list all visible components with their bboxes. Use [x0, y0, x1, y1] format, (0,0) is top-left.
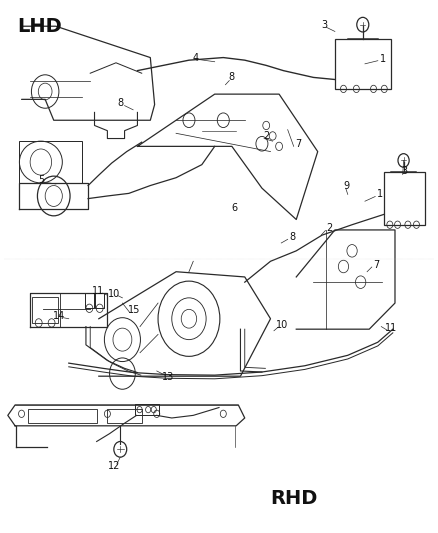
Text: 1: 1	[377, 189, 383, 199]
Text: 3: 3	[401, 166, 407, 176]
Text: 6: 6	[231, 203, 237, 213]
Text: 8: 8	[290, 232, 296, 243]
Text: 8: 8	[117, 98, 124, 108]
Text: 12: 12	[108, 461, 120, 471]
Text: LHD: LHD	[17, 17, 62, 36]
Text: 5: 5	[39, 175, 45, 185]
Bar	[135, 404, 159, 415]
Text: 2: 2	[263, 131, 269, 141]
Text: 3: 3	[321, 20, 327, 30]
Text: 7: 7	[295, 139, 301, 149]
Bar	[32, 297, 58, 323]
Text: 9: 9	[343, 181, 349, 191]
Text: 13: 13	[162, 372, 174, 382]
Text: 10: 10	[276, 320, 288, 330]
Text: 10: 10	[108, 289, 120, 298]
Text: 15: 15	[128, 305, 140, 316]
Text: 11: 11	[385, 323, 398, 333]
Text: 7: 7	[373, 260, 379, 270]
Text: 1: 1	[380, 54, 386, 63]
Bar	[19, 141, 81, 183]
Bar	[384, 173, 425, 225]
Bar	[107, 409, 142, 423]
Text: RHD: RHD	[271, 489, 318, 508]
Text: 11: 11	[92, 286, 104, 296]
Text: 2: 2	[327, 223, 333, 233]
Text: 4: 4	[192, 53, 198, 62]
Bar	[335, 39, 391, 89]
Text: 8: 8	[229, 72, 235, 83]
Text: 14: 14	[53, 311, 65, 321]
Bar	[28, 409, 97, 423]
